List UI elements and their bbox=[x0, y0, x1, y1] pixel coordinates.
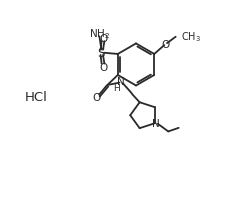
Text: H: H bbox=[112, 83, 119, 93]
Text: NH$_2$: NH$_2$ bbox=[89, 27, 110, 40]
Text: O: O bbox=[99, 62, 107, 72]
Text: CH$_3$: CH$_3$ bbox=[180, 30, 201, 44]
Text: O: O bbox=[99, 34, 107, 44]
Text: O: O bbox=[161, 40, 169, 50]
Text: N: N bbox=[117, 77, 125, 87]
Text: HCl: HCl bbox=[24, 90, 47, 103]
Text: N: N bbox=[152, 119, 159, 129]
Text: S: S bbox=[97, 47, 105, 60]
Text: O: O bbox=[92, 93, 100, 102]
